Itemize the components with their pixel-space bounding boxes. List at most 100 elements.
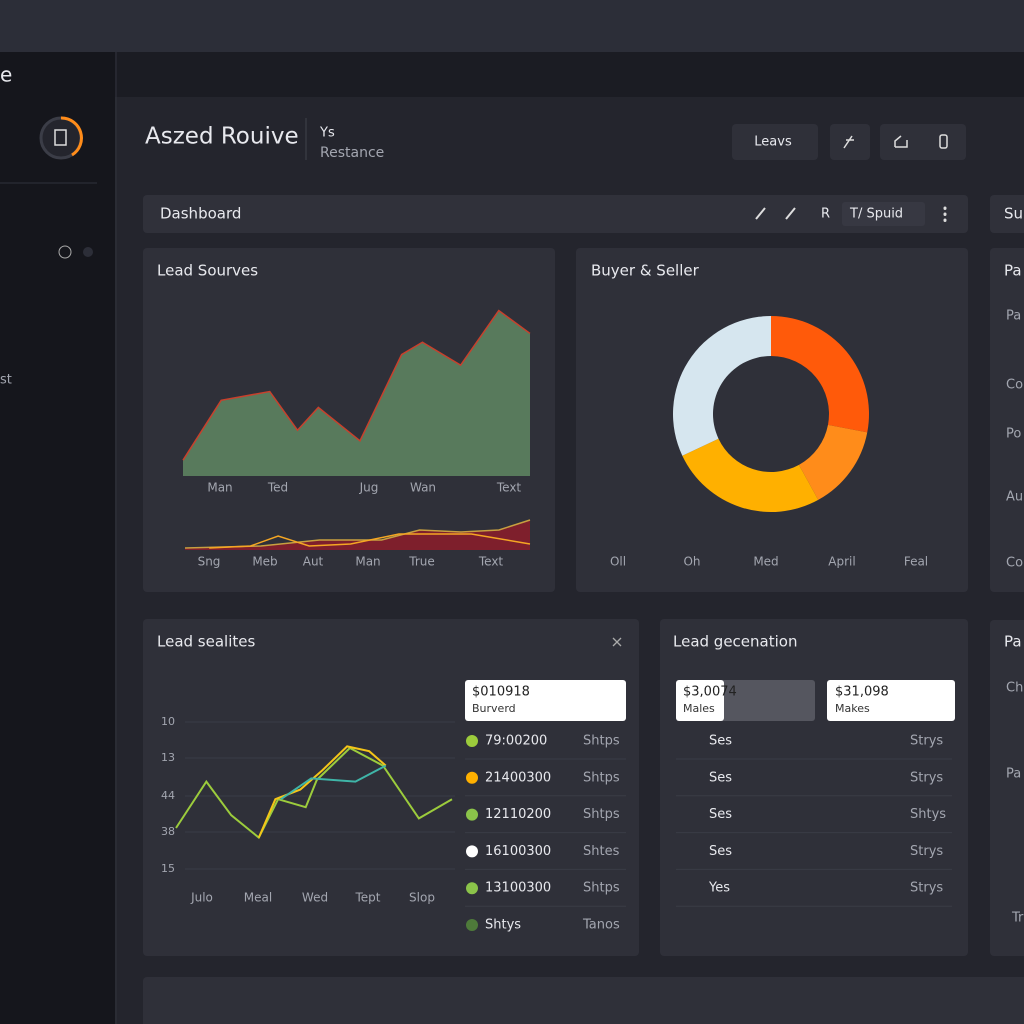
edit-icon <box>843 135 854 149</box>
summary-label: Males <box>683 702 715 715</box>
donut-slice <box>771 316 869 433</box>
row-value: Strys <box>910 770 943 785</box>
device-icon <box>939 134 948 149</box>
y-label: 13 <box>161 751 175 764</box>
toolbar-title: Dashboard <box>160 205 241 223</box>
x-tick-label: Tept <box>355 891 381 905</box>
right-label: Su <box>1004 205 1023 223</box>
profile-ring <box>60 116 83 157</box>
right-label: Pa <box>1004 633 1022 651</box>
y-label: 10 <box>161 715 175 728</box>
card-title: Lead Sourves <box>157 262 258 280</box>
x-label: Oll <box>610 555 626 569</box>
filter-box[interactable] <box>842 202 925 226</box>
legend-dot[interactable] <box>466 808 478 821</box>
card-title: Buyer & Seller <box>591 262 700 280</box>
right-label: Ch <box>1006 681 1023 696</box>
legend-dot[interactable] <box>466 845 478 858</box>
row-label: Ses <box>709 844 732 859</box>
sidebar <box>0 52 115 1024</box>
right-card <box>990 620 1024 956</box>
toolbar-action[interactable]: R <box>821 207 830 222</box>
right-label: Pa <box>1006 309 1021 324</box>
icon-button-group[interactable] <box>880 124 966 160</box>
legend-dot[interactable] <box>466 771 478 784</box>
clock-icon[interactable] <box>58 245 72 259</box>
line <box>209 533 531 549</box>
header-strip <box>0 52 1024 97</box>
summary-value: $3,0074 <box>683 685 737 700</box>
summary-label: Burverd <box>472 702 516 715</box>
right-label: Co <box>1006 556 1023 571</box>
close-icon[interactable] <box>612 637 622 647</box>
card <box>143 977 1024 1024</box>
legend-dot[interactable] <box>466 735 478 747</box>
x-tick-label: Sng <box>198 555 221 569</box>
legend-value: 21400300 <box>485 770 551 785</box>
row-value: Strys <box>910 844 943 859</box>
button-label: Leavs <box>754 135 792 150</box>
legend-value: Shtys <box>485 918 521 933</box>
legend-value: 79:00200 <box>485 734 547 749</box>
legend-value: 16100300 <box>485 844 551 859</box>
header-subtitle-top: Ys <box>319 126 335 141</box>
donut-slice <box>798 424 868 500</box>
x-label: Feal <box>904 555 928 569</box>
legend-unit: Shtps <box>583 734 620 749</box>
legend-unit: Shtps <box>583 770 620 785</box>
x-tick-label: Text <box>478 555 504 569</box>
row-label: Ses <box>709 734 732 749</box>
x-tick-label: Slop <box>409 891 435 905</box>
x-label: Med <box>753 555 778 569</box>
x-tick-label: Wed <box>302 891 328 905</box>
x-tick-label: Text <box>496 481 522 495</box>
area-line <box>182 309 531 461</box>
y-label: 38 <box>161 825 175 838</box>
legend-dot[interactable] <box>466 882 478 895</box>
right-label: Co <box>1006 378 1023 393</box>
donut-slice <box>682 438 819 512</box>
x-tick-label: Aut <box>303 555 324 569</box>
line <box>257 745 387 838</box>
card-title: Lead sealites <box>157 633 255 651</box>
sidebar-title: e <box>0 63 12 87</box>
legend-value: 13100300 <box>485 881 551 896</box>
right-toolbar <box>990 195 1024 233</box>
page-title: Aszed Rouive <box>145 124 299 150</box>
icon-button[interactable] <box>830 124 870 160</box>
filter-label: T/ Spuid <box>849 207 903 222</box>
legend-unit: Shtes <box>583 844 620 859</box>
x-tick-label: Meal <box>244 891 272 905</box>
row-value: Strys <box>910 734 943 749</box>
row-label: Ses <box>709 807 732 822</box>
x-tick-label: Wan <box>410 481 436 495</box>
right-card <box>990 248 1024 592</box>
sidebar-item[interactable]: st <box>0 373 12 388</box>
button[interactable] <box>732 124 818 160</box>
toolbar <box>143 195 968 233</box>
card <box>143 619 639 956</box>
summary-value: $010918 <box>472 685 530 700</box>
legend-unit: Shtps <box>583 881 620 896</box>
card-title: Lead gecenation <box>673 633 797 651</box>
donut-slice <box>673 316 771 456</box>
top-bar <box>0 0 1024 52</box>
share-icon <box>894 135 908 148</box>
card <box>660 619 968 956</box>
legend-dot[interactable] <box>466 919 478 931</box>
x-tick-label: Meb <box>252 555 277 569</box>
x-label: April <box>828 555 855 569</box>
header-subtitle: Restance <box>320 145 384 161</box>
pen-icons[interactable] <box>755 207 796 220</box>
profile-glyph <box>54 129 67 146</box>
summary-card <box>827 680 955 721</box>
x-tick-label: Man <box>355 555 380 569</box>
row-label: Yes <box>708 881 730 896</box>
y-label: 44 <box>161 789 175 802</box>
x-tick-label: Julo <box>190 891 213 905</box>
x-label: Oh <box>683 555 700 569</box>
legend-value: 12110200 <box>485 807 551 822</box>
x-tick-label: Ted <box>267 481 288 495</box>
line <box>175 746 453 840</box>
